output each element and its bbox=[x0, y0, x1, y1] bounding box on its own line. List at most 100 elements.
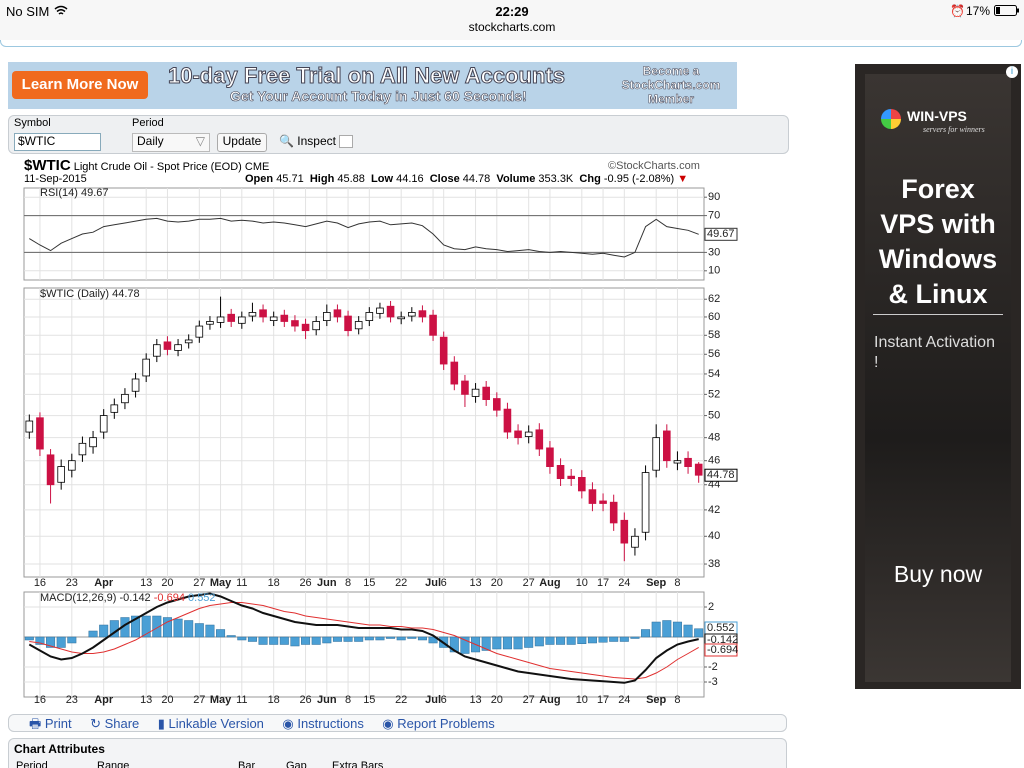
battery-icon bbox=[994, 5, 1019, 16]
battery-text: 17% bbox=[966, 4, 991, 18]
candle-body bbox=[482, 386, 490, 400]
link-text[interactable]: Instructions bbox=[297, 716, 364, 731]
candle-body bbox=[386, 305, 395, 318]
histogram-bar bbox=[609, 636, 619, 642]
histogram-bar bbox=[216, 629, 226, 638]
histogram-bar bbox=[99, 624, 109, 638]
histogram-bar bbox=[67, 636, 77, 644]
banner-button[interactable]: Learn More Now bbox=[12, 71, 148, 99]
candle-body bbox=[694, 463, 703, 476]
histogram-bar bbox=[662, 620, 672, 638]
histogram-bar bbox=[386, 636, 396, 639]
panel-label: $WTIC (Daily) 44.78 bbox=[40, 288, 140, 300]
histogram-bar bbox=[131, 615, 141, 638]
checkbox[interactable] bbox=[339, 135, 354, 149]
candle-body bbox=[131, 378, 140, 392]
histogram-bar bbox=[141, 615, 151, 638]
candle-body bbox=[280, 314, 289, 322]
period-select[interactable]: Daily ▽ bbox=[132, 133, 210, 152]
ad-headline: Forex VPS with Windows & Linux bbox=[865, 172, 1011, 312]
value-label: 44.78 bbox=[707, 469, 735, 481]
candle-body bbox=[493, 398, 501, 411]
candle-body bbox=[238, 316, 246, 324]
quote-value: 45.88 bbox=[337, 173, 365, 185]
candle-body bbox=[684, 457, 692, 467]
candle-body bbox=[631, 535, 639, 548]
candle-body bbox=[259, 309, 267, 318]
candle-body bbox=[36, 417, 44, 450]
ad-info[interactable]: i bbox=[1006, 66, 1018, 78]
x-tick-label: Aug bbox=[539, 694, 560, 706]
banner[interactable]: Learn More Now 10-day Free Trial on All … bbox=[8, 62, 737, 109]
histogram-bar bbox=[258, 636, 268, 645]
quote-value: 44.16 bbox=[396, 173, 424, 185]
link[interactable]: ◉ Instructions bbox=[282, 716, 364, 731]
panel-label-part: RSI(14) bbox=[40, 187, 78, 199]
candle-body bbox=[57, 466, 65, 483]
inspect-toggle[interactable]: 🔍 Inspect bbox=[279, 134, 354, 149]
x-tick-label: 18 bbox=[268, 694, 280, 706]
link[interactable]: ↻ Share bbox=[90, 716, 140, 731]
ad[interactable]: i WIN-VPS servers for winners Forex VPS w… bbox=[855, 64, 1021, 689]
x-tick-label: 15 bbox=[363, 577, 375, 589]
histogram-bar bbox=[449, 636, 459, 653]
link-text[interactable]: Linkable Version bbox=[168, 716, 264, 731]
y-tick-label: 70 bbox=[708, 210, 720, 222]
histogram-bar bbox=[290, 636, 300, 647]
ad-sub-line: Instant Activation bbox=[874, 334, 995, 351]
histogram-bar bbox=[194, 623, 204, 638]
candle-body bbox=[163, 341, 172, 350]
x-tick-label: 26 bbox=[299, 694, 311, 706]
histogram-bar bbox=[152, 615, 162, 638]
histogram-bar bbox=[35, 636, 45, 645]
candle-body bbox=[121, 393, 129, 404]
candle-body bbox=[174, 344, 182, 351]
candle-body bbox=[450, 361, 459, 385]
candle-body bbox=[195, 325, 204, 338]
link[interactable]: ◉ Report Problems bbox=[382, 716, 495, 731]
candle-body bbox=[609, 501, 618, 524]
value-box bbox=[704, 227, 738, 241]
candle-body bbox=[567, 475, 575, 480]
chart-symbol: $WTIC bbox=[24, 157, 71, 174]
candle-body bbox=[89, 437, 97, 448]
link-text[interactable]: Share bbox=[104, 716, 140, 731]
histogram-bar bbox=[577, 636, 587, 644]
ad-line: Windows bbox=[878, 244, 998, 274]
ad-brand: WIN-VPS bbox=[907, 108, 967, 124]
candle-body bbox=[588, 489, 597, 504]
ad-cta[interactable]: Buy now bbox=[893, 561, 983, 587]
link[interactable]: ▮ Linkable Version bbox=[157, 716, 264, 731]
candle-body bbox=[301, 323, 310, 332]
url[interactable]: stockcharts.com bbox=[468, 20, 556, 34]
histogram-bar bbox=[630, 636, 640, 639]
member-line: Become a bbox=[642, 64, 700, 79]
link[interactable]: 🖶 Print bbox=[29, 716, 72, 731]
link-text[interactable]: Print bbox=[44, 716, 72, 731]
x-tick-label: 16 bbox=[34, 694, 46, 706]
candle-body bbox=[556, 465, 565, 480]
candle-body bbox=[397, 316, 405, 320]
y-tick-label: 62 bbox=[708, 293, 720, 305]
candle-body bbox=[269, 316, 278, 321]
period-value: Daily bbox=[137, 134, 164, 148]
x-tick-label: 10 bbox=[576, 577, 588, 589]
symbol-input[interactable]: $WTIC bbox=[14, 133, 101, 151]
update-button[interactable]: Update bbox=[217, 133, 267, 152]
alarm-icon: ⏰ bbox=[950, 4, 965, 18]
candle-body bbox=[354, 321, 363, 330]
x-tick-label: 22 bbox=[395, 694, 407, 706]
value-box bbox=[704, 468, 738, 482]
x-tick-label: 8 bbox=[345, 577, 351, 589]
y-tick-label: 48 bbox=[708, 432, 720, 444]
chart-date: 11-Sep-2015 bbox=[24, 173, 87, 185]
attr-col: Gap bbox=[286, 760, 307, 768]
panel-label-part: 49.67 bbox=[81, 187, 109, 199]
link-text[interactable]: Report Problems bbox=[397, 716, 495, 731]
banner-headline: 10-day Free Trial on All New Accounts bbox=[168, 63, 566, 89]
quote-value: 353.3K bbox=[538, 173, 574, 185]
x-tick-label: Jun bbox=[317, 577, 337, 589]
symbol-label: Symbol bbox=[14, 117, 51, 129]
value-label: -0.694 bbox=[707, 644, 738, 656]
line bbox=[29, 602, 699, 680]
